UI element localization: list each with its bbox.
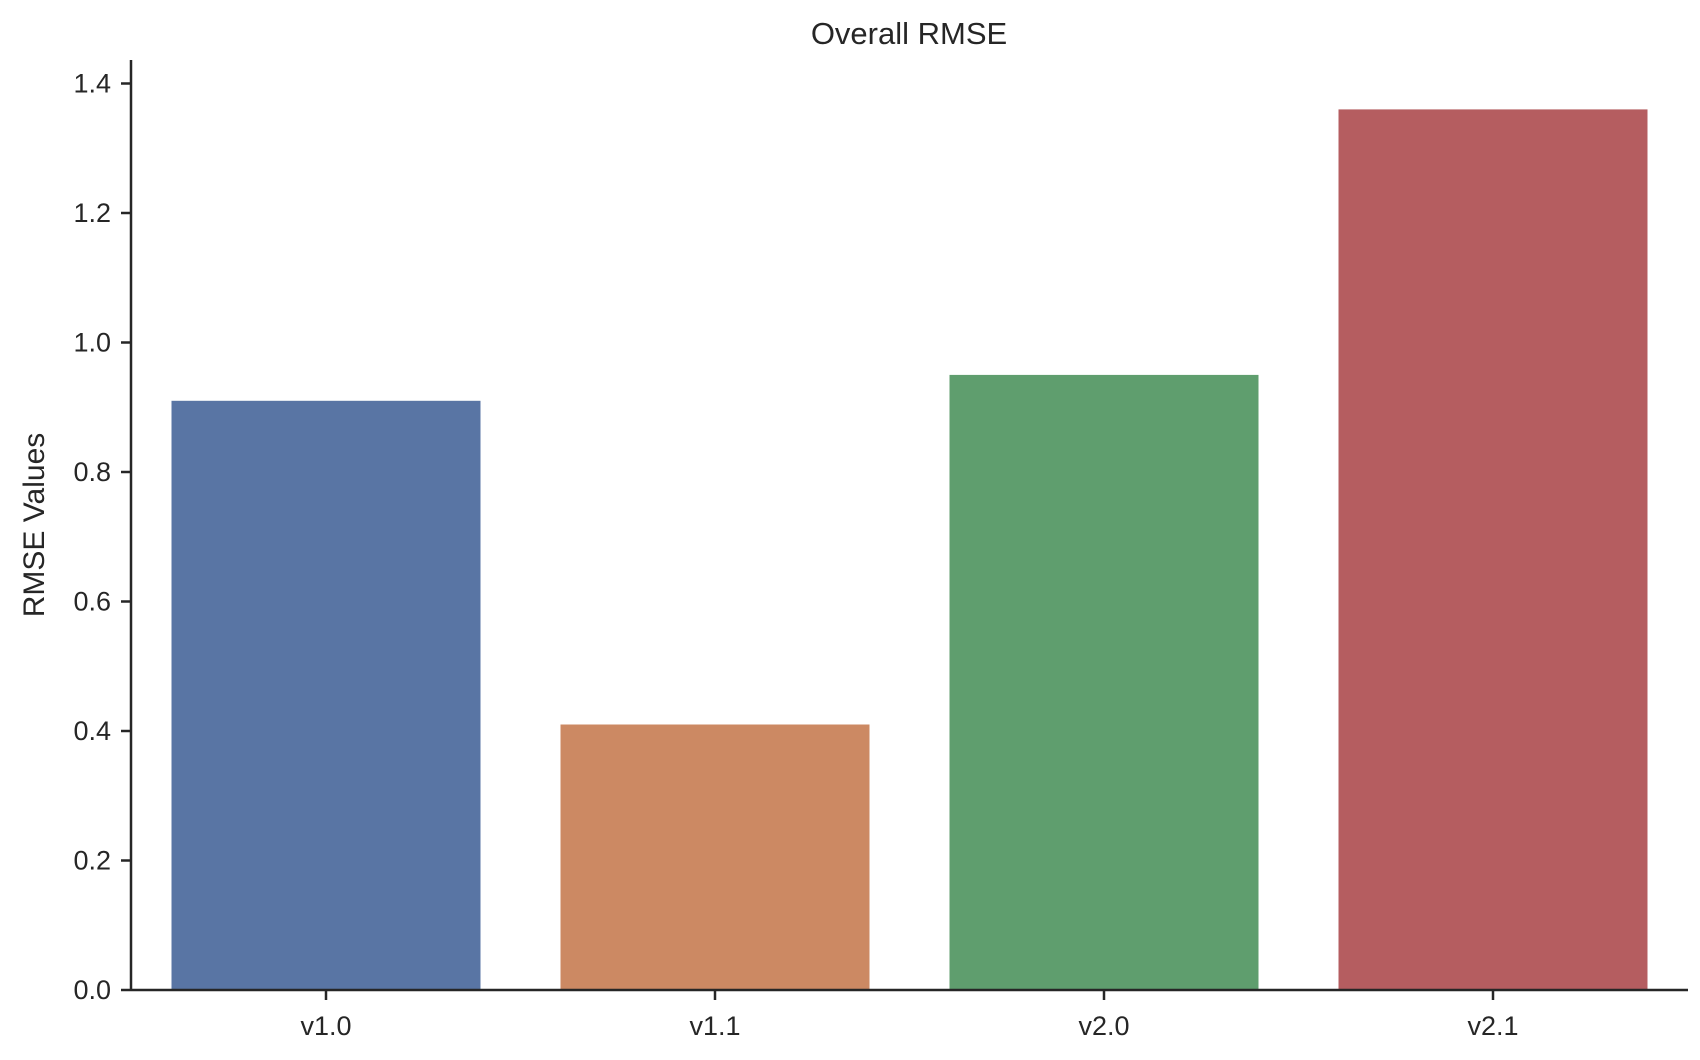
x-tick-label: v2.0 [1078, 1011, 1129, 1041]
y-tick-label: 0.8 [73, 457, 111, 487]
x-tick-label: v1.1 [689, 1011, 740, 1041]
y-tick-label: 0.4 [73, 716, 111, 746]
y-tick-label: 0.2 [73, 846, 111, 876]
bars-group [171, 109, 1648, 990]
y-tick-label: 1.2 [73, 198, 111, 228]
y-axis-ticks: 0.0 0.2 0.4 0.6 0.8 1.0 1.2 1.4 [73, 69, 131, 1005]
x-tick-label: v2.1 [1467, 1011, 1518, 1041]
chart-title: Overall RMSE [811, 16, 1007, 51]
y-axis-title: RMSE Values [18, 433, 51, 618]
y-tick-label: 1.4 [73, 69, 111, 99]
x-tick-label: v1.0 [300, 1011, 351, 1041]
bar-v1-0 [171, 400, 481, 990]
bar-v2-1 [1338, 109, 1648, 990]
bar-v2-0 [949, 374, 1259, 990]
x-axis-ticks: v1.0 v1.1 v2.0 v2.1 [300, 990, 1519, 1041]
y-tick-label: 1.0 [73, 328, 111, 358]
y-tick-label: 0.6 [73, 587, 111, 617]
bar-v1-1 [560, 724, 870, 990]
y-tick-label: 0.0 [73, 975, 111, 1005]
